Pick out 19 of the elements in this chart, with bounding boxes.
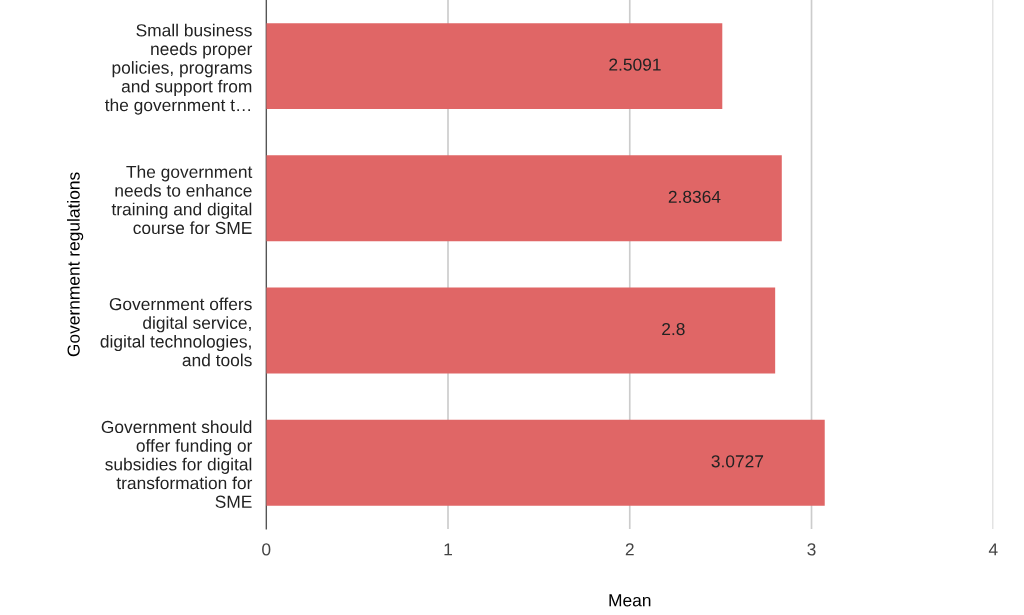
bar: [266, 155, 782, 242]
x-tick-label: 1: [444, 543, 452, 556]
bar: [266, 287, 776, 374]
y-tick-label: Government offers digital service, digital technologies, and tools: [100, 297, 252, 367]
data-label: 2.8: [662, 322, 685, 336]
y-tick-label: Small business needs proper policies, programs and support from the government t…: [104, 23, 253, 115]
bar: [266, 419, 825, 506]
y-tick-label: The government needs to enhance training and digital course for SME: [111, 165, 253, 235]
x-axis-title: Mean: [609, 594, 651, 607]
data-label: 2.8364: [668, 190, 721, 203]
x-tick-label: 2: [625, 543, 634, 556]
x-tick-label: 3: [807, 543, 816, 556]
data-label: 2.5091: [609, 58, 661, 71]
bar: [266, 23, 723, 110]
y-tick-label: Government should offer funding or subsidies for digital transformation for SME: [101, 420, 253, 508]
x-tick-label: 0: [262, 543, 271, 556]
y-axis-title: Government regulations: [67, 172, 84, 357]
x-tick-label: 4: [988, 543, 998, 556]
data-label: 3.0727: [711, 455, 764, 468]
